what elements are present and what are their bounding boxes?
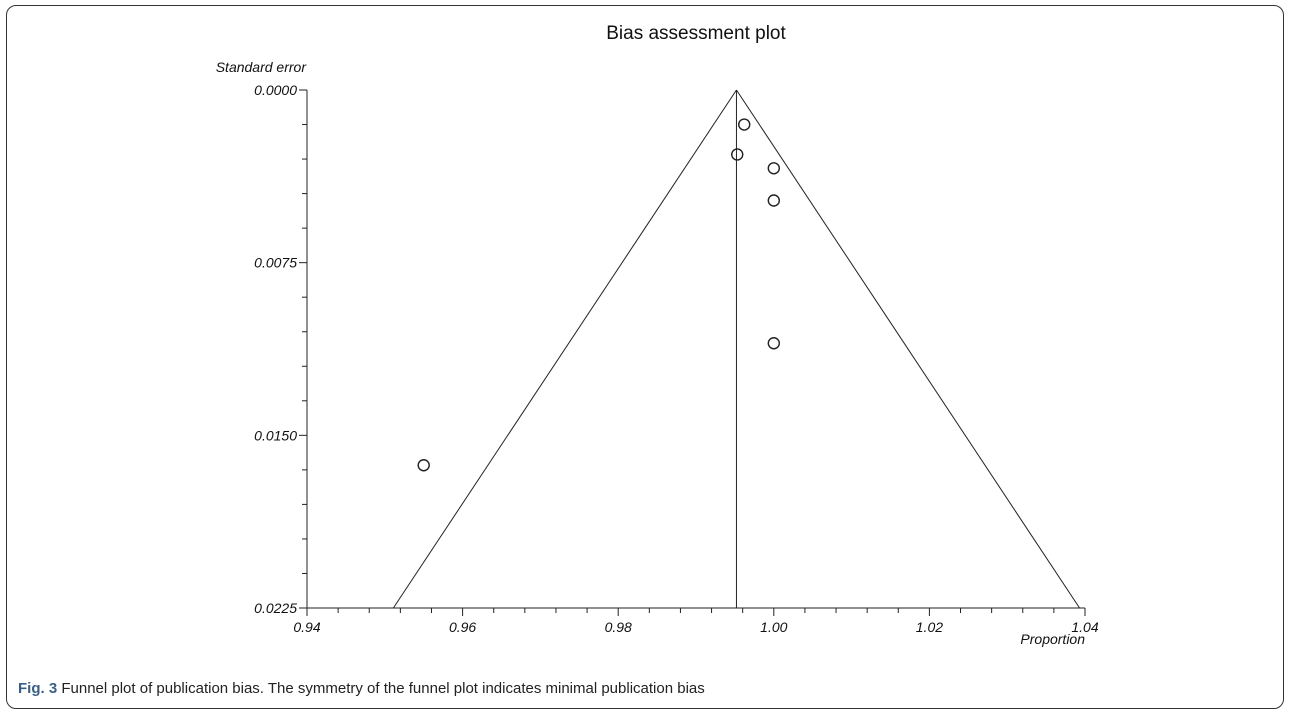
- study-point: [417, 459, 430, 472]
- study-point: [767, 194, 780, 207]
- axes: 0.0000 0.0075 0.0150 0.0225 0.94 0.96 0.98 1.00…: [254, 82, 1099, 635]
- x-tick-label: 1.02: [916, 619, 943, 635]
- y-axis-label: Standard error: [216, 59, 308, 75]
- x-tick-label: 0.96: [449, 619, 476, 635]
- x-tick-label: 1.04: [1071, 619, 1098, 635]
- study-point: [731, 148, 744, 161]
- x-tick-label: 0.94: [293, 619, 320, 635]
- x-tick-label: 0.98: [605, 619, 632, 635]
- study-points: [417, 118, 780, 472]
- y-tick-label: 0.0000: [254, 82, 297, 98]
- figure-caption: Fig. 3 Funnel plot of publication bias. …: [18, 680, 705, 697]
- funnel-left-edge: [392, 89, 737, 609]
- funnel-plot: Bias assessment plot Standard error Prop…: [216, 23, 1099, 647]
- study-point: [767, 337, 780, 350]
- y-tick-label: 0.0075: [254, 255, 297, 271]
- figure-label: Fig. 3: [18, 680, 58, 697]
- x-axis-label: Proportion: [1020, 631, 1085, 647]
- study-point: [767, 162, 780, 175]
- funnel-lines: [392, 89, 1080, 609]
- y-tick-label: 0.0225: [254, 600, 297, 616]
- study-point: [738, 118, 751, 131]
- chart-title: Bias assessment plot: [606, 23, 786, 44]
- funnel-right-edge: [736, 89, 1080, 609]
- y-tick-label: 0.0150: [254, 427, 297, 443]
- caption-text: Funnel plot of publication bias. The sym…: [61, 680, 705, 697]
- x-tick-label: 1.00: [760, 619, 787, 635]
- figure-frame: [6, 5, 1284, 709]
